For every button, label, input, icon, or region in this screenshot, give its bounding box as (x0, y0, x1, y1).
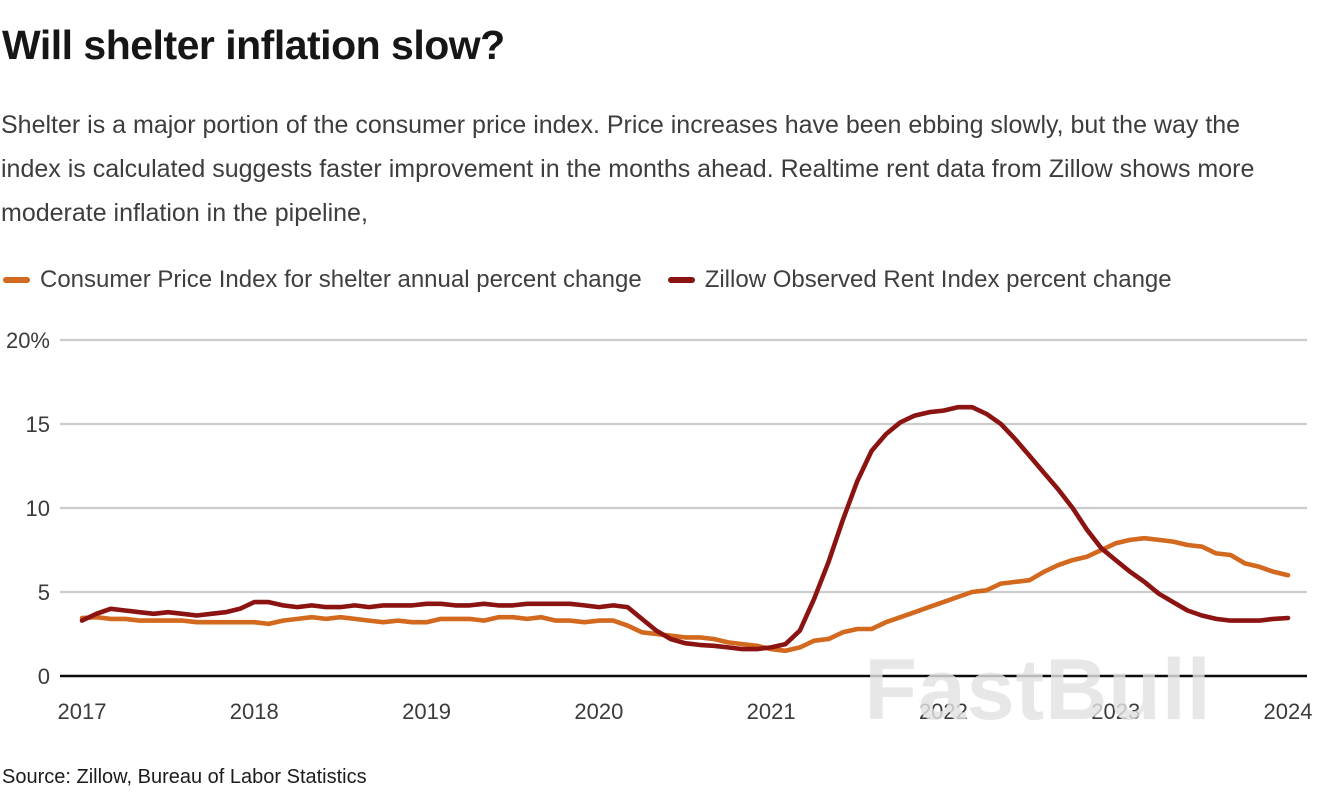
y-tick-label: 0 (38, 664, 50, 689)
x-tick-label: 2022 (919, 699, 968, 724)
series-line-cpi (79, 535, 1291, 654)
chart-legend: Consumer Price Index for shelter annual … (3, 266, 1172, 294)
source-note: Source: Zillow, Bureau of Labor Statisti… (2, 766, 367, 788)
x-tick-label: 2020 (574, 699, 623, 724)
x-axis-labels: 2017 2018 2019 2020 2021 2022 2023 2024 (58, 699, 1313, 724)
y-tick-label: 15 (26, 412, 50, 437)
legend-swatch-cpi (3, 277, 30, 283)
x-tick-label: 2018 (230, 699, 279, 724)
y-tick-label: 10 (26, 496, 50, 521)
x-tick-label: 2017 (58, 699, 107, 724)
legend-label-zori: Zillow Observed Rent Index percent chang… (704, 266, 1172, 293)
y-tick-label: 20% (6, 328, 50, 353)
legend-item-zori: Zillow Observed Rent Index percent chang… (667, 266, 1172, 294)
x-tick-label: 2024 (1264, 699, 1313, 724)
x-tick-label: 2019 (402, 699, 451, 724)
legend-label-cpi: Consumer Price Index for shelter annual … (40, 266, 642, 293)
series-line-zori (79, 404, 1291, 652)
chart-subtitle: Shelter is a major portion of the consum… (1, 111, 1255, 227)
legend-swatch-zori (667, 277, 695, 283)
y-axis-labels: 0 5 10 15 20% (6, 328, 50, 689)
x-tick-label: 2021 (747, 699, 796, 724)
grid-and-axes (60, 338, 1307, 678)
page-title: Will shelter inflation slow? (2, 22, 505, 68)
y-tick-label: 5 (38, 580, 50, 605)
x-tick-label: 2023 (1091, 699, 1140, 724)
legend-item-cpi: Consumer Price Index for shelter annual … (3, 266, 642, 294)
